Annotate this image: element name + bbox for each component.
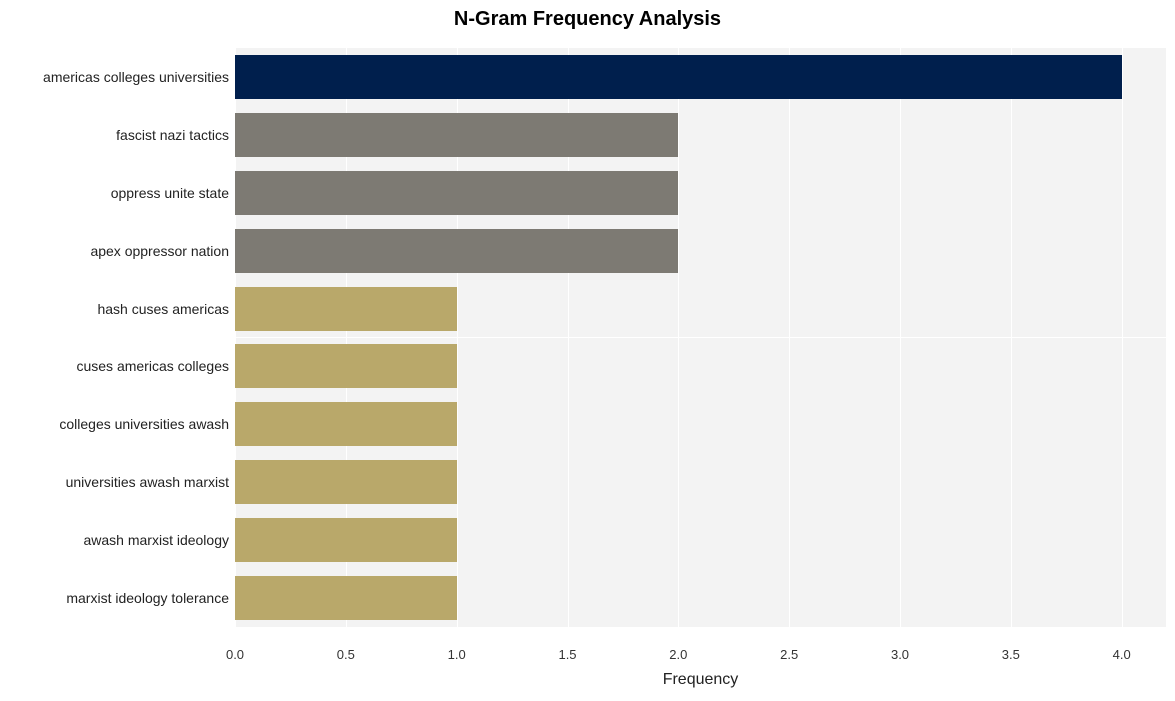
x-axis-title: Frequency [235,671,1166,689]
x-tick-label: 2.0 [669,647,687,662]
x-tick-label: 0.5 [337,647,355,662]
y-axis-label: awash marxist ideology [0,532,229,548]
bar [235,460,457,504]
y-axis-label: americas colleges universities [0,69,229,85]
y-axis-label: marxist ideology tolerance [0,590,229,606]
y-axis-label: universities awash marxist [0,474,229,490]
x-tick-label: 1.5 [558,647,576,662]
bar [235,344,457,388]
grid-line [900,36,901,639]
y-axis-label: cuses americas colleges [0,358,229,374]
x-tick-label: 2.5 [780,647,798,662]
grid-line [789,36,790,639]
y-axis-label: fascist nazi tactics [0,127,229,143]
grid-line [1122,36,1123,639]
grid-line [1011,36,1012,639]
bar [235,55,1122,99]
bar [235,113,678,157]
x-tick-label: 3.0 [891,647,909,662]
x-tick-label: 4.0 [1113,647,1131,662]
y-axis-label: oppress unite state [0,185,229,201]
chart-title: N-Gram Frequency Analysis [0,8,1175,31]
ngram-frequency-chart: N-Gram Frequency Analysis americas colle… [0,0,1175,701]
x-tick-label: 0.0 [226,647,244,662]
bar [235,171,678,215]
bar [235,402,457,446]
bar [235,287,457,331]
bar [235,229,678,273]
bar [235,518,457,562]
bar [235,576,457,620]
y-axis-label: apex oppressor nation [0,243,229,259]
plot-area [235,36,1166,639]
grid-line [678,36,679,639]
y-axis-label: colleges universities awash [0,416,229,432]
x-tick-label: 1.0 [448,647,466,662]
x-tick-label: 3.5 [1002,647,1020,662]
y-axis-label: hash cuses americas [0,301,229,317]
